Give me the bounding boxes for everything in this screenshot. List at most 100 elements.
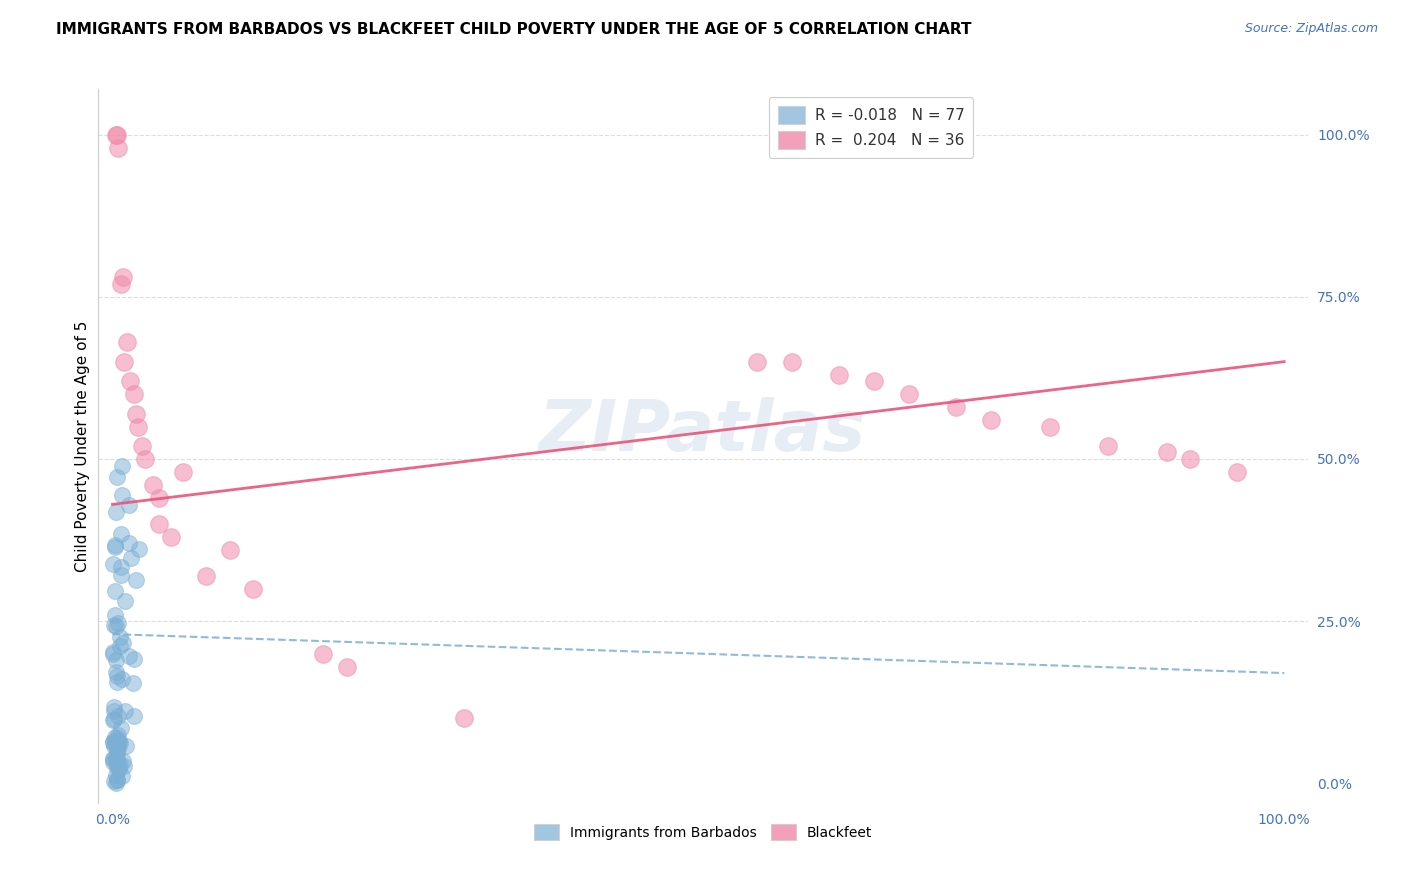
Point	[101, 735, 124, 749]
Point	[104, 541, 127, 555]
Point	[120, 374, 141, 388]
Point	[118, 499, 141, 513]
Point	[104, 583, 127, 598]
Point	[101, 752, 124, 766]
Point	[110, 527, 132, 541]
Point	[101, 647, 124, 661]
Point	[107, 728, 129, 742]
Point	[103, 713, 125, 727]
Point	[118, 536, 141, 550]
Point	[105, 742, 128, 756]
Point	[160, 530, 183, 544]
Point	[945, 400, 967, 414]
Point	[104, 755, 127, 769]
Text: ZIPatlas: ZIPatlas	[540, 397, 866, 467]
Point	[105, 749, 128, 764]
Point	[111, 488, 134, 502]
Point	[105, 675, 128, 690]
Point	[103, 618, 125, 632]
Point	[124, 652, 146, 666]
Point	[111, 769, 134, 783]
Point	[103, 704, 125, 718]
Point	[104, 733, 127, 747]
Point	[107, 615, 129, 630]
Y-axis label: Child Poverty Under the Age of 5: Child Poverty Under the Age of 5	[75, 320, 90, 572]
Point	[103, 774, 125, 789]
Text: IMMIGRANTS FROM BARBADOS VS BLACKFEET CHILD POVERTY UNDER THE AGE OF 5 CORRELATI: IMMIGRANTS FROM BARBADOS VS BLACKFEET CH…	[56, 22, 972, 37]
Point	[105, 731, 128, 745]
Point	[1226, 465, 1249, 479]
Point	[104, 776, 127, 790]
Point	[108, 639, 131, 653]
Point	[114, 739, 136, 753]
Point	[105, 768, 128, 782]
Point	[105, 470, 128, 484]
Point	[110, 736, 132, 750]
Point	[107, 741, 129, 756]
Point	[104, 538, 127, 552]
Point	[114, 593, 136, 607]
Point	[105, 745, 128, 759]
Point	[105, 665, 128, 679]
Point	[104, 608, 127, 623]
Point	[103, 699, 125, 714]
Point	[103, 739, 125, 753]
Point	[110, 568, 132, 582]
Point	[105, 773, 128, 788]
Point	[242, 582, 264, 596]
Point	[122, 387, 145, 401]
Point	[127, 419, 149, 434]
Point	[142, 478, 165, 492]
Point	[112, 636, 135, 650]
Point	[110, 672, 132, 686]
Point	[104, 736, 127, 750]
Point	[1097, 439, 1119, 453]
Point	[118, 649, 141, 664]
Point	[103, 557, 125, 571]
Point	[112, 354, 135, 368]
Point	[103, 755, 125, 769]
Point	[115, 335, 138, 350]
Point	[336, 659, 359, 673]
Point	[107, 709, 129, 723]
Point	[107, 734, 129, 748]
Point	[1180, 452, 1202, 467]
Legend: Immigrants from Barbados, Blackfeet: Immigrants from Barbados, Blackfeet	[529, 819, 877, 846]
Point	[105, 737, 128, 751]
Point	[110, 631, 132, 645]
Point	[110, 722, 132, 736]
Point	[101, 752, 124, 766]
Point	[120, 551, 142, 566]
Point	[863, 374, 886, 388]
Point	[101, 713, 124, 727]
Point	[108, 757, 131, 772]
Point	[111, 458, 134, 473]
Point	[105, 128, 128, 142]
Point	[108, 762, 131, 776]
Point	[312, 647, 335, 661]
Point	[112, 758, 135, 772]
Point	[125, 573, 148, 587]
Point	[101, 735, 124, 749]
Point	[745, 354, 768, 368]
Point	[134, 452, 156, 467]
Point	[122, 709, 145, 723]
Point	[1156, 445, 1178, 459]
Point	[104, 505, 127, 519]
Point	[898, 387, 921, 401]
Point	[110, 277, 132, 291]
Point	[131, 439, 153, 453]
Point	[195, 568, 218, 582]
Point	[105, 128, 128, 142]
Point	[980, 413, 1002, 427]
Point	[107, 140, 129, 154]
Point	[148, 516, 170, 531]
Point	[105, 669, 128, 683]
Point	[112, 270, 135, 285]
Point	[105, 618, 128, 632]
Point	[828, 368, 851, 382]
Point	[105, 759, 128, 773]
Point	[453, 711, 475, 725]
Point	[107, 735, 129, 749]
Point	[218, 542, 240, 557]
